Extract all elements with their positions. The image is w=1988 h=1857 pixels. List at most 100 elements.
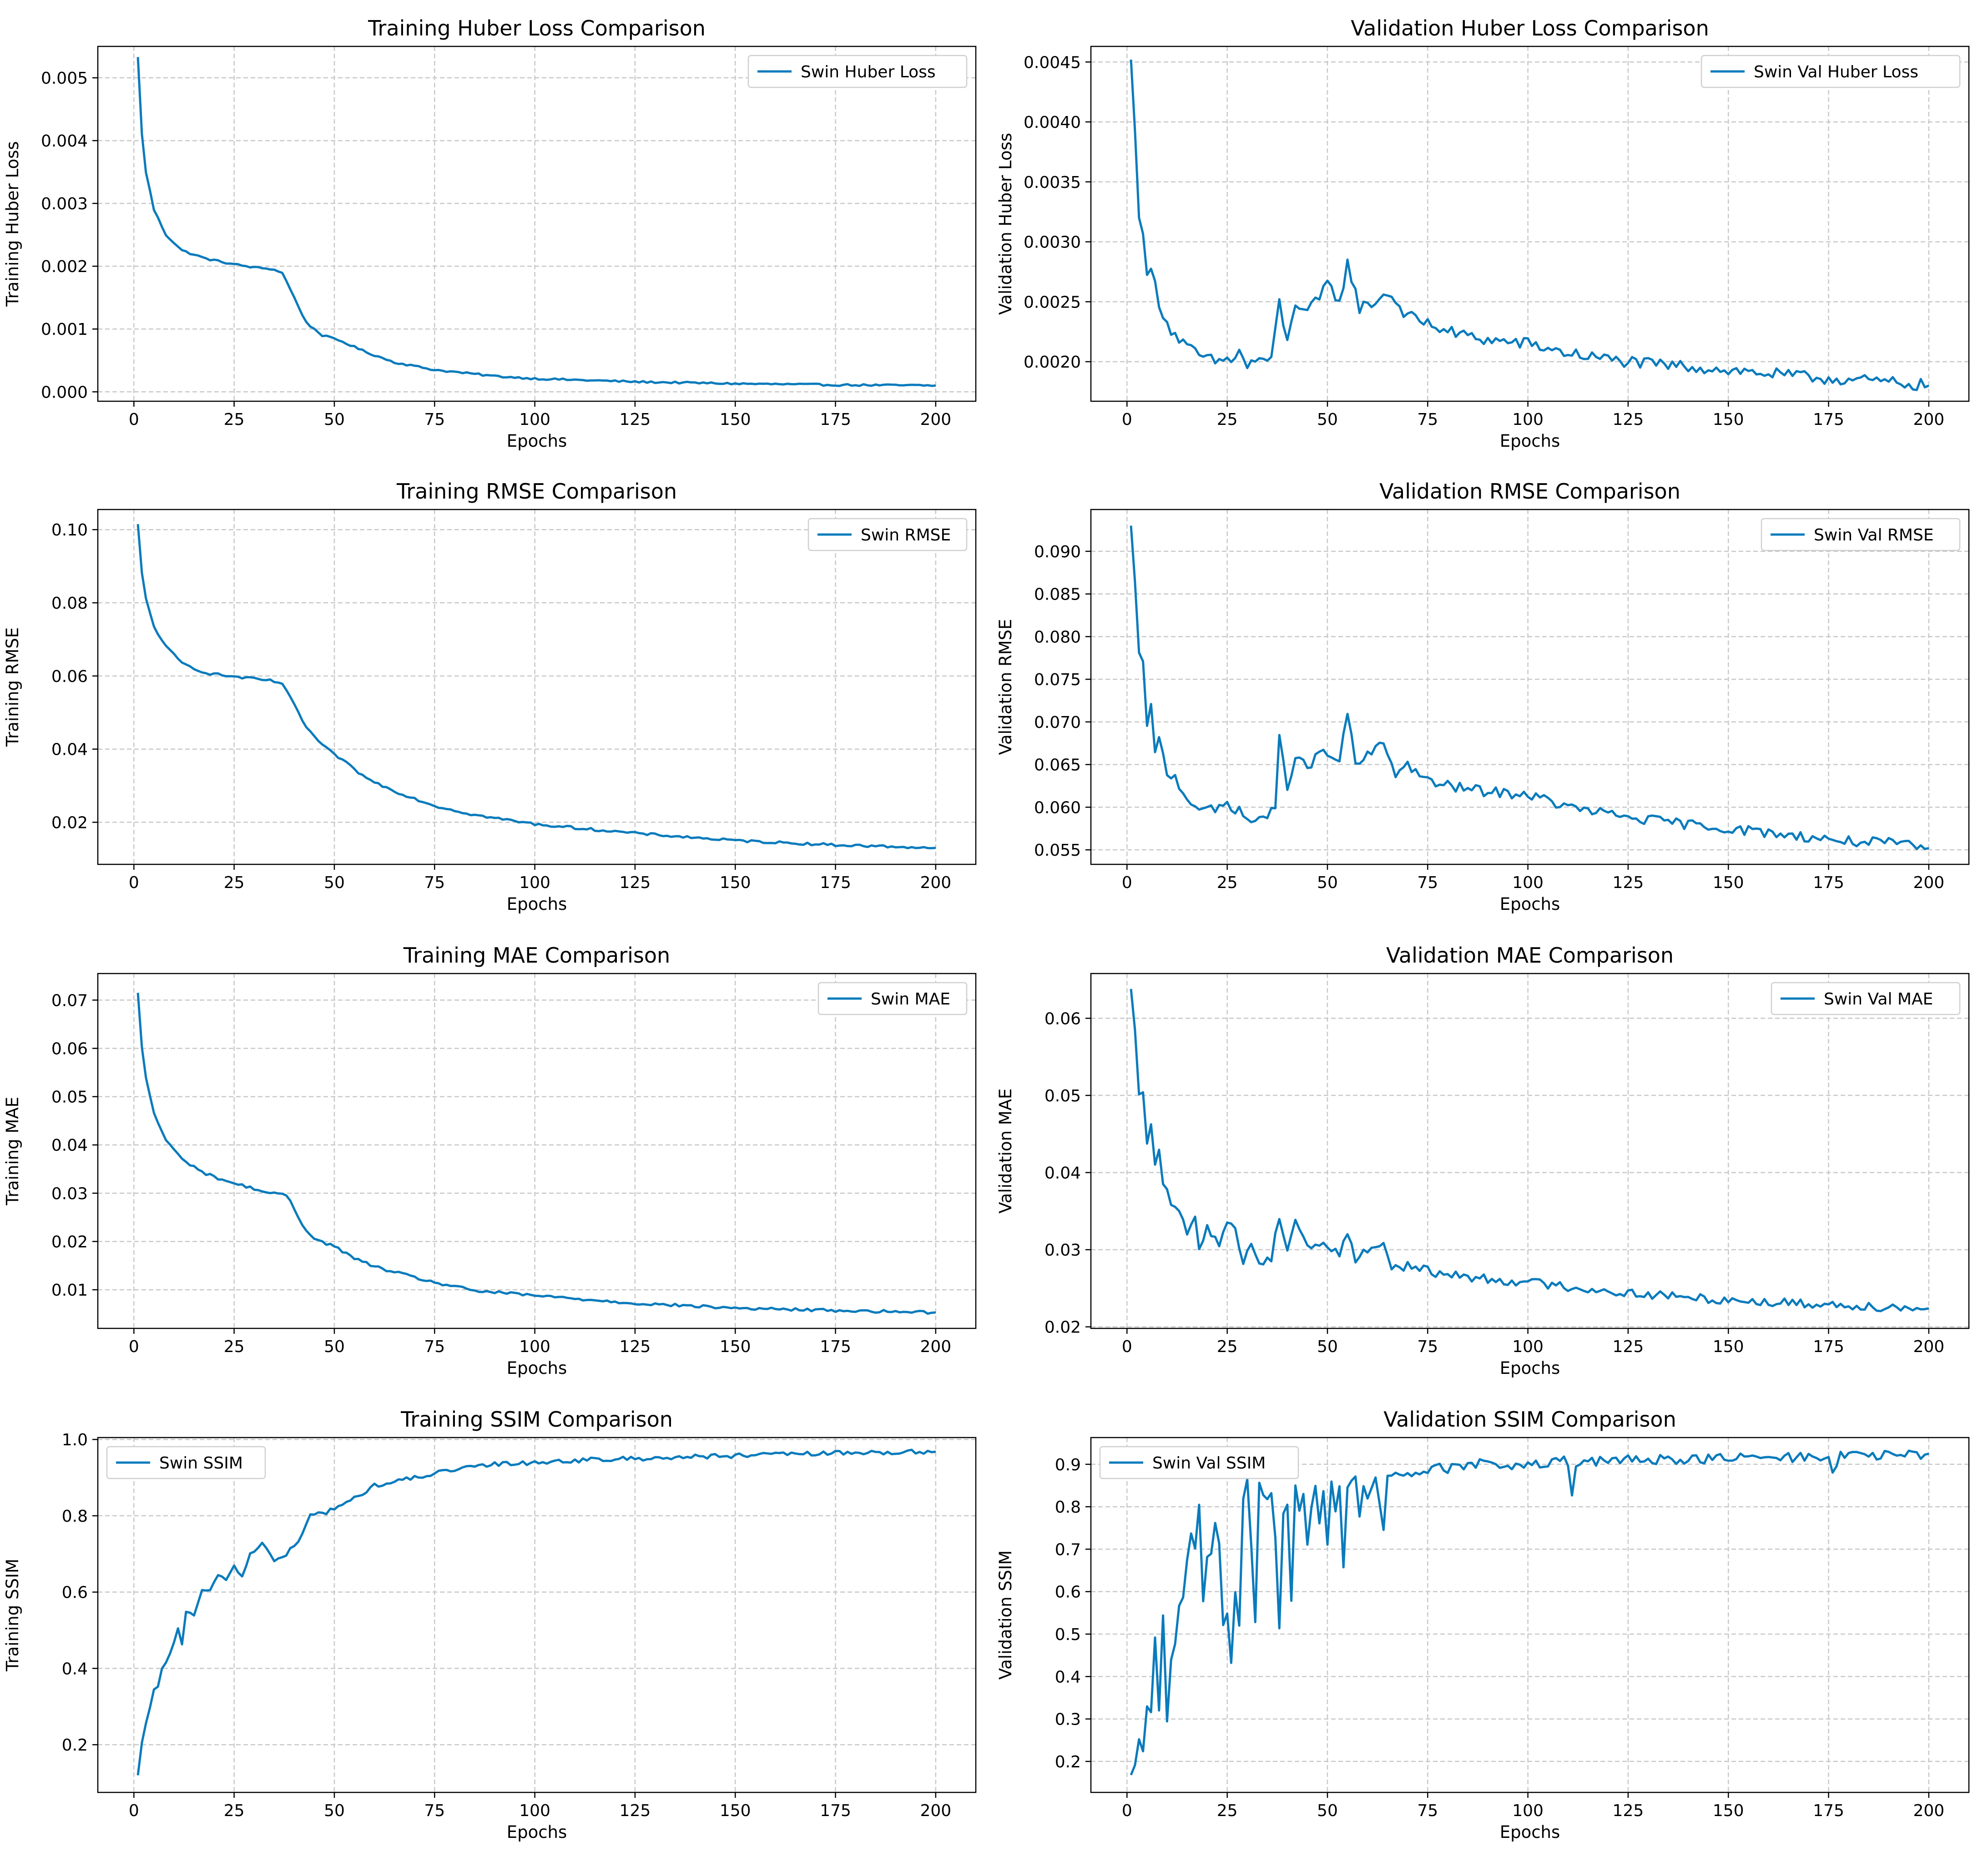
x-tick-label: 150 [1713, 1337, 1744, 1356]
x-tick-label: 75 [424, 1337, 445, 1356]
y-tick-label: 0.075 [1034, 671, 1081, 689]
y-tick-label: 0.04 [51, 741, 88, 759]
legend-box [1771, 982, 1961, 1015]
legend: Swin RMSE [807, 518, 968, 551]
legend: Swin Val SSIM [1099, 1446, 1299, 1479]
y-tick-label: 0.0020 [1024, 353, 1081, 372]
x-axis-label: Epochs [1500, 431, 1560, 451]
x-tick-label: 175 [820, 1337, 851, 1356]
plot-frame [1090, 45, 1970, 402]
y-tick-label: 0.065 [1034, 756, 1081, 775]
y-tick-label: 0.03 [1044, 1241, 1081, 1260]
legend: Swin MAE [817, 982, 968, 1015]
chart-title: Training Huber Loss Comparison [368, 16, 706, 40]
legend-label: Swin SSIM [159, 1454, 243, 1473]
series-line [136, 1448, 936, 1776]
y-tick-label: 0.002 [41, 257, 88, 276]
x-tick-label: 100 [519, 873, 550, 892]
x-tick-label: 50 [1317, 410, 1338, 429]
x-tick-label: 25 [1217, 873, 1238, 892]
y-axis-label: Training SSIM [3, 1559, 22, 1672]
x-tick-label: 175 [1813, 410, 1844, 429]
x-tick-label: 150 [1713, 873, 1744, 892]
y-tick-label: 0.04 [51, 1136, 88, 1155]
x-tick-label: 125 [1613, 873, 1644, 892]
series-line [1130, 525, 1929, 850]
y-axis-label: Training RMSE [3, 627, 22, 747]
x-axis-label: Epochs [1500, 1822, 1560, 1842]
x-tick-label: 150 [720, 1337, 751, 1356]
y-tick-label: 0.085 [1034, 585, 1081, 604]
x-tick-label: 50 [1317, 873, 1338, 892]
y-tick-label: 0.6 [62, 1584, 88, 1602]
y-tick-label: 0.02 [1044, 1318, 1081, 1337]
x-tick-label: 25 [224, 410, 245, 429]
x-tick-label: 100 [1512, 410, 1544, 429]
x-tick-label: 100 [1512, 1337, 1544, 1356]
x-tick-label: 150 [720, 410, 751, 429]
legend-label: Swin Val SSIM [1152, 1454, 1266, 1473]
series-line [1130, 989, 1929, 1312]
y-tick-label: 0.7 [1055, 1540, 1081, 1559]
x-tick-label: 100 [1512, 873, 1544, 892]
chart-panel-2: 0 25 50 75 100 125 150 175 200 0.0020 0.0025 0.0030… [996, 16, 1970, 451]
x-tick-label: 175 [820, 410, 851, 429]
legend-box [747, 55, 968, 88]
x-tick-label: 50 [1317, 1801, 1338, 1820]
series-line [136, 524, 936, 849]
x-tick-label: 75 [1417, 1337, 1438, 1356]
x-tick-label: 175 [1813, 873, 1844, 892]
chart-title: Training SSIM Comparison [400, 1407, 673, 1432]
x-tick-label: 125 [620, 873, 651, 892]
y-tick-label: 0.090 [1034, 543, 1081, 561]
y-tick-label: 0.080 [1034, 628, 1081, 646]
legend-label: Swin RMSE [861, 526, 951, 545]
y-tick-label: 0.03 [51, 1185, 88, 1203]
x-tick-label: 50 [324, 410, 345, 429]
y-tick-label: 0.070 [1034, 713, 1081, 732]
x-tick-label: 25 [224, 1801, 245, 1820]
x-tick-label: 175 [1813, 1801, 1844, 1820]
legend: Swin Val RMSE [1761, 518, 1961, 551]
y-tick-label: 0.9 [1055, 1456, 1081, 1474]
y-tick-label: 0.001 [41, 320, 88, 339]
x-tick-label: 75 [1417, 1801, 1438, 1820]
x-tick-label: 25 [1217, 1801, 1238, 1820]
x-tick-label: 25 [224, 873, 245, 892]
legend-label: Swin Val MAE [1824, 990, 1933, 1009]
x-tick-label: 50 [324, 1801, 345, 1820]
x-tick-label: 125 [1613, 410, 1644, 429]
x-tick-label: 125 [1613, 1801, 1644, 1820]
x-tick-label: 25 [224, 1337, 245, 1356]
x-tick-label: 50 [1317, 1337, 1338, 1356]
y-tick-label: 0.0035 [1024, 173, 1081, 192]
x-tick-label: 100 [519, 1337, 550, 1356]
chart-title: Validation SSIM Comparison [1383, 1407, 1676, 1432]
y-tick-label: 0.0045 [1024, 53, 1081, 72]
plot-frame [97, 509, 977, 865]
chart-panel-4: 0 25 50 75 100 125 150 175 200 0.055 0.060 0.065 0.0… [996, 479, 1970, 914]
y-tick-label: 0.06 [51, 1040, 88, 1058]
chart-title: Validation Huber Loss Comparison [1351, 16, 1709, 40]
x-tick-label: 200 [920, 1801, 952, 1820]
x-tick-label: 50 [324, 873, 345, 892]
y-tick-label: 0.8 [62, 1507, 88, 1526]
x-axis-label: Epochs [507, 431, 567, 451]
y-tick-label: 0.0030 [1024, 233, 1081, 252]
legend-box [817, 982, 968, 1015]
x-tick-label: 25 [1217, 410, 1238, 429]
plot-frame [97, 45, 977, 402]
x-tick-label: 0 [1122, 410, 1132, 429]
legend-box [1700, 55, 1961, 88]
y-axis-label: Validation RMSE [996, 619, 1015, 755]
x-tick-label: 125 [620, 1801, 651, 1820]
x-tick-label: 75 [424, 410, 445, 429]
x-tick-label: 150 [720, 873, 751, 892]
x-tick-label: 50 [324, 1337, 345, 1356]
x-tick-label: 0 [1122, 1337, 1132, 1356]
y-tick-label: 0.005 [41, 69, 88, 88]
x-tick-label: 100 [519, 410, 550, 429]
chart-panel-1: 0 25 50 75 100 125 150 175 200 0.000 0.001 0.002 0.0… [3, 16, 977, 451]
x-tick-label: 200 [1913, 410, 1945, 429]
